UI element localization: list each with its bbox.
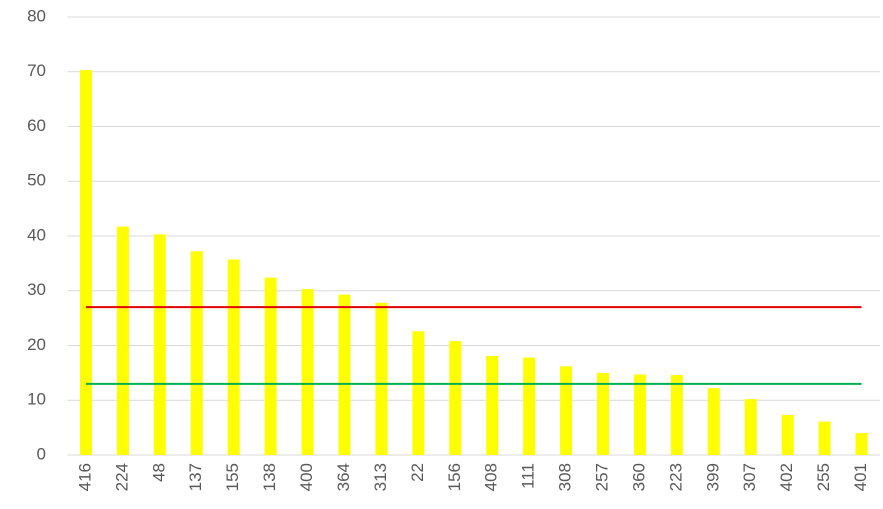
y-tick-label: 70 — [27, 61, 46, 80]
y-tick-label: 40 — [27, 225, 46, 244]
bar — [744, 399, 757, 455]
y-tick-label: 80 — [27, 6, 46, 25]
bar — [301, 289, 314, 455]
bar — [79, 70, 92, 456]
x-tick-label: 364 — [334, 463, 353, 491]
x-tick-label: 401 — [851, 463, 870, 491]
x-tick-label: 400 — [297, 463, 316, 491]
y-tick-label: 0 — [37, 444, 46, 463]
bar — [338, 294, 351, 455]
x-tick-label: 408 — [482, 463, 501, 491]
x-tick-label: 402 — [777, 463, 796, 491]
x-tick-label: 155 — [223, 463, 242, 491]
bar — [707, 388, 720, 455]
bar — [670, 375, 683, 455]
bar — [633, 374, 646, 455]
x-tick-label: 224 — [112, 463, 131, 491]
x-tick-label: 48 — [149, 463, 168, 482]
y-tick-label: 10 — [27, 390, 46, 409]
x-tick-label: 137 — [186, 463, 205, 491]
y-tick-label: 60 — [27, 116, 46, 135]
bar — [486, 355, 499, 455]
x-tick-label: 360 — [629, 463, 648, 491]
bar — [227, 259, 240, 455]
bar — [781, 415, 794, 455]
bar — [375, 302, 388, 455]
bar — [523, 357, 536, 455]
bar — [264, 277, 277, 455]
bar — [412, 331, 425, 455]
bar — [190, 251, 203, 455]
bar — [116, 226, 129, 455]
x-tick-label: 156 — [445, 463, 464, 491]
x-tick-label: 257 — [592, 463, 611, 491]
bar — [818, 421, 831, 455]
x-tick-label: 255 — [814, 463, 833, 491]
bar — [597, 372, 610, 455]
bar — [855, 433, 868, 455]
x-tick-label: 313 — [371, 463, 390, 491]
x-tick-label: 111 — [519, 463, 538, 489]
y-tick-label: 30 — [27, 280, 46, 299]
x-tick-label: 223 — [666, 463, 685, 491]
bar — [449, 341, 462, 455]
x-tick-label: 416 — [75, 463, 94, 491]
y-tick-label: 20 — [27, 335, 46, 354]
x-tick-label: 138 — [260, 463, 279, 491]
x-tick-label: 308 — [556, 463, 575, 491]
bar — [560, 366, 573, 455]
bar — [153, 234, 166, 455]
x-tick-label: 307 — [740, 463, 759, 491]
y-tick-label: 50 — [27, 171, 46, 190]
x-tick-label: 22 — [408, 463, 427, 482]
x-tick-label: 399 — [703, 463, 722, 491]
